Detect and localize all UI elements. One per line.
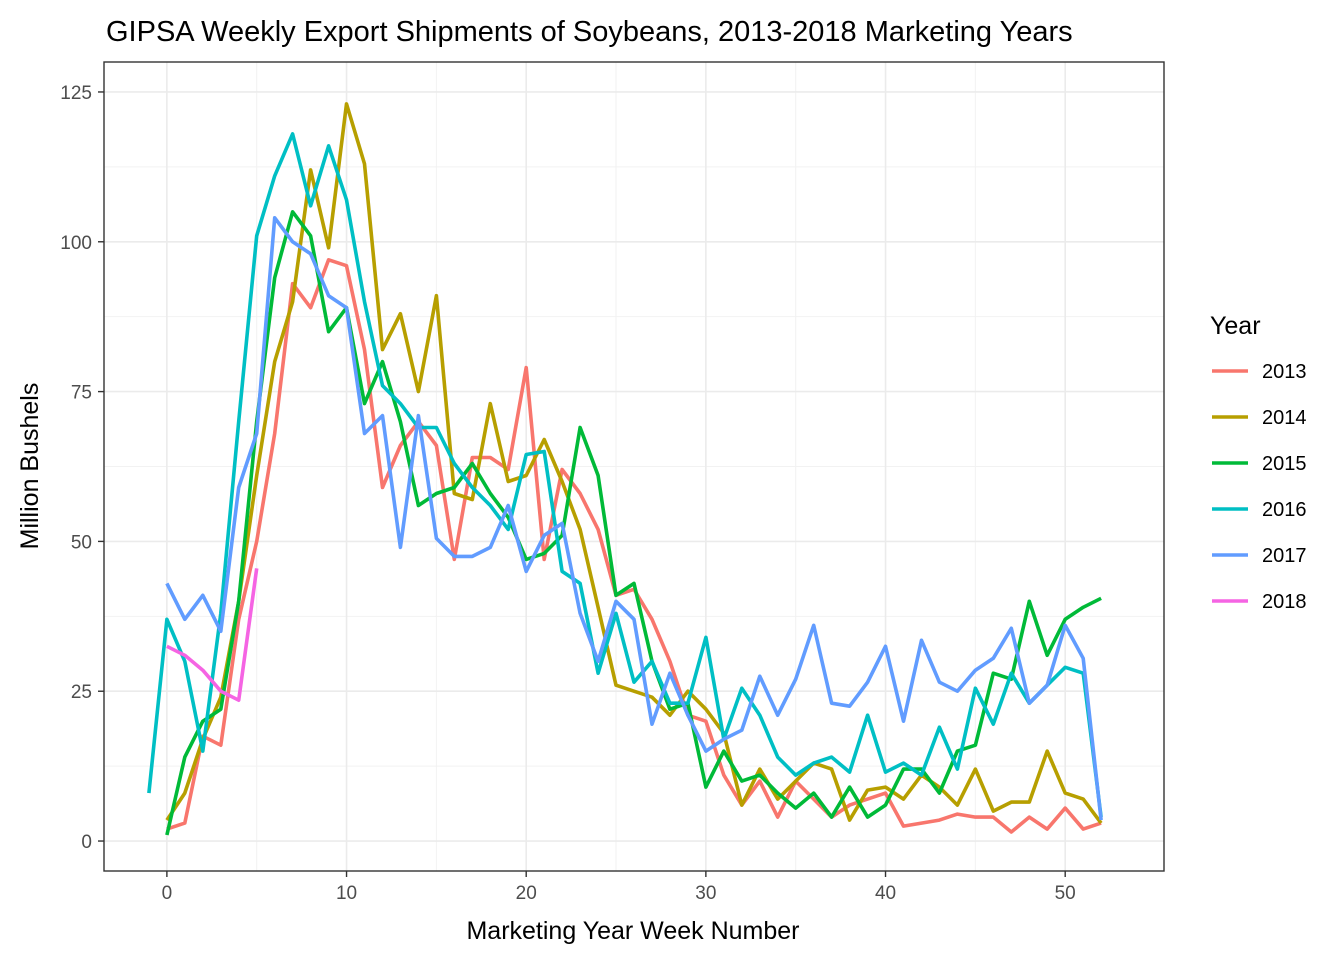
x-tick-label: 30	[695, 883, 716, 904]
x-tick-label: 40	[875, 883, 896, 904]
legend-label-2013: 2013	[1262, 361, 1307, 383]
legend-label-2014: 2014	[1262, 407, 1307, 429]
panel-border	[103, 61, 1165, 872]
y-tick-label: 25	[71, 682, 92, 703]
y-axis: 0 25 50 75 100 125	[60, 83, 104, 853]
legend-label-2016: 2016	[1262, 499, 1307, 521]
series-line-2014	[165, 102, 1103, 825]
legend-label-2018: 2018	[1262, 591, 1307, 613]
series-lines	[147, 102, 1103, 836]
y-tick-label: 50	[71, 532, 92, 553]
x-tick-label: 50	[1055, 883, 1076, 904]
y-tick-label: 75	[71, 383, 92, 404]
series-line-2016	[147, 132, 1103, 818]
legend-label-2017: 2017	[1262, 545, 1307, 567]
x-axis-title: Marketing Year Week Number	[466, 917, 799, 945]
y-tick-label: 125	[60, 83, 92, 104]
x-tick-label: 0	[162, 883, 173, 904]
y-tick-label: 0	[81, 832, 92, 853]
x-axis: 0 10 20 30 40 50	[162, 871, 1076, 904]
x-tick-label: 10	[336, 883, 357, 904]
series-line-2018	[166, 568, 259, 703]
x-tick-label: 20	[516, 883, 537, 904]
y-axis-title: Million Bushels	[16, 383, 44, 550]
series-line-2015	[165, 210, 1102, 836]
legend-title: Year	[1210, 312, 1261, 340]
y-tick-label: 100	[60, 233, 92, 254]
legend: Year 2013 2014 2015 2016 2017 2018	[1210, 312, 1307, 613]
legend-label-2015: 2015	[1262, 453, 1307, 475]
grid-lines	[104, 62, 1164, 871]
series-line-2017	[165, 216, 1103, 821]
chart-title: GIPSA Weekly Export Shipments of Soybean…	[106, 16, 1073, 48]
